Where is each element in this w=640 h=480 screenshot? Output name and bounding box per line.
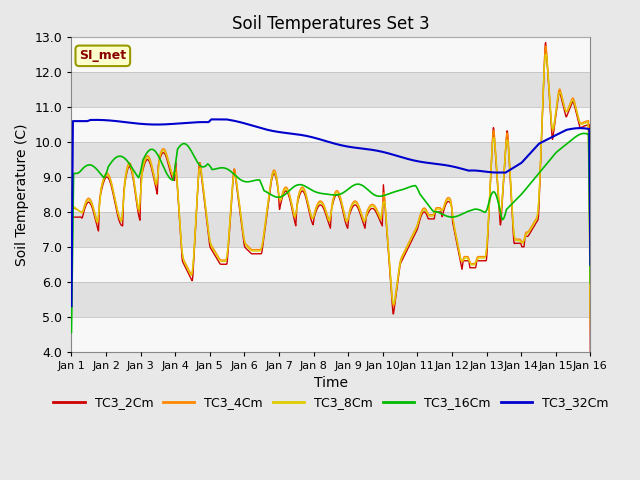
- Bar: [72, 247, 590, 282]
- Bar: [72, 72, 590, 107]
- X-axis label: Time: Time: [314, 376, 348, 390]
- Legend: TC3_2Cm, TC3_4Cm, TC3_8Cm, TC3_16Cm, TC3_32Cm: TC3_2Cm, TC3_4Cm, TC3_8Cm, TC3_16Cm, TC3…: [48, 391, 614, 414]
- Bar: [72, 107, 590, 142]
- Title: Soil Temperatures Set 3: Soil Temperatures Set 3: [232, 15, 429, 33]
- Y-axis label: Soil Temperature (C): Soil Temperature (C): [15, 123, 29, 266]
- Text: SI_met: SI_met: [79, 49, 126, 62]
- Bar: [72, 282, 590, 317]
- Bar: [72, 317, 590, 351]
- Bar: [72, 177, 590, 212]
- Bar: [72, 142, 590, 177]
- Bar: [72, 212, 590, 247]
- Bar: [72, 37, 590, 72]
